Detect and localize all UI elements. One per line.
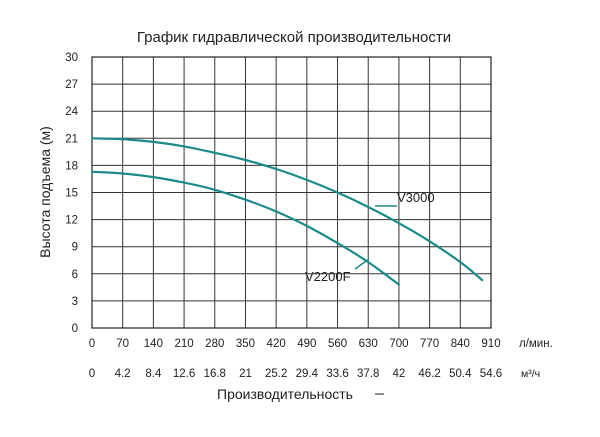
y-axis-ticks: 0 3 6 9 12 15 18 21 24 27 30 [65,52,78,335]
x2-tick-label: 12.6 [173,368,195,380]
x-tick-label: 560 [328,338,347,350]
series-label-v3000: V3000 [397,190,435,205]
grid [92,57,491,328]
x2-tick-label: 4.2 [115,368,131,380]
series-curves [90,137,484,286]
x-tick-label: 350 [236,338,255,350]
x2-tick-label: 33.6 [326,368,348,380]
series-curve-v2200f [90,170,400,286]
leader-line-v2200f [354,258,370,270]
x-axis-ticks-lmin: 0 70 140 210 280 350 420 490 560 630 700 770 840 910 [89,338,501,350]
series-curve-v3000 [90,137,484,282]
x2-tick-label: 29.4 [296,368,319,380]
x2-tick-label: 0 [89,368,95,380]
y-tick-label: 6 [72,269,78,281]
x-tick-label: 630 [359,338,378,350]
x2-tick-label: 8.4 [145,368,162,380]
y-tick-label: 30 [65,52,78,64]
x-tick-label: 910 [481,338,500,350]
x2-tick-label: 25.2 [265,368,287,380]
x-tick-label: 70 [116,338,129,350]
x2-tick-label: 42 [393,368,406,380]
x-tick-label: 0 [89,338,95,350]
x2-tick-label: 37.8 [357,368,379,380]
y-tick-label: 27 [65,79,78,91]
x-axis-label: Производительность [217,386,353,402]
y-tick-label: 3 [72,296,78,308]
x2-tick-label: 54.6 [480,368,502,380]
plot-frame [91,56,492,329]
y-tick-label: 15 [65,188,78,200]
y-axis-label: Высота подъема (м) [37,126,53,258]
y-tick-label: 0 [72,323,78,335]
x-tick-label: 490 [297,338,316,350]
x-tick-label: 280 [205,338,224,350]
x-tick-label: 840 [451,338,470,350]
x-tick-label: 700 [389,338,408,350]
y-tick-label: 9 [72,242,78,254]
x2-tick-label: 50.4 [449,368,472,380]
x2-tick-label: 21 [239,368,252,380]
y-tick-label: 12 [65,215,78,227]
series-label-v2200f: V2200F [305,269,351,284]
x-axis-unit-lmin: л/мин. [519,338,553,350]
x2-tick-label: 46.2 [418,368,440,380]
x-axis-unit-m3h: м³/ч [521,368,540,380]
x-tick-label: 770 [420,338,439,350]
y-tick-label: 18 [65,160,78,172]
y-tick-label: 21 [65,133,78,145]
y-tick-label: 24 [65,106,78,118]
x-axis-ticks-m3h: 0 4.2 8.4 12.6 16.8 21 25.2 29.4 33.6 37.8 42 46.2 5… [89,368,502,380]
x-tick-label: 420 [267,338,286,350]
x2-tick-label: 16.8 [204,368,226,380]
x-tick-label: 140 [144,338,163,350]
x-tick-label: 210 [174,338,193,350]
chart-title: График гидравлической производительности [137,29,451,46]
